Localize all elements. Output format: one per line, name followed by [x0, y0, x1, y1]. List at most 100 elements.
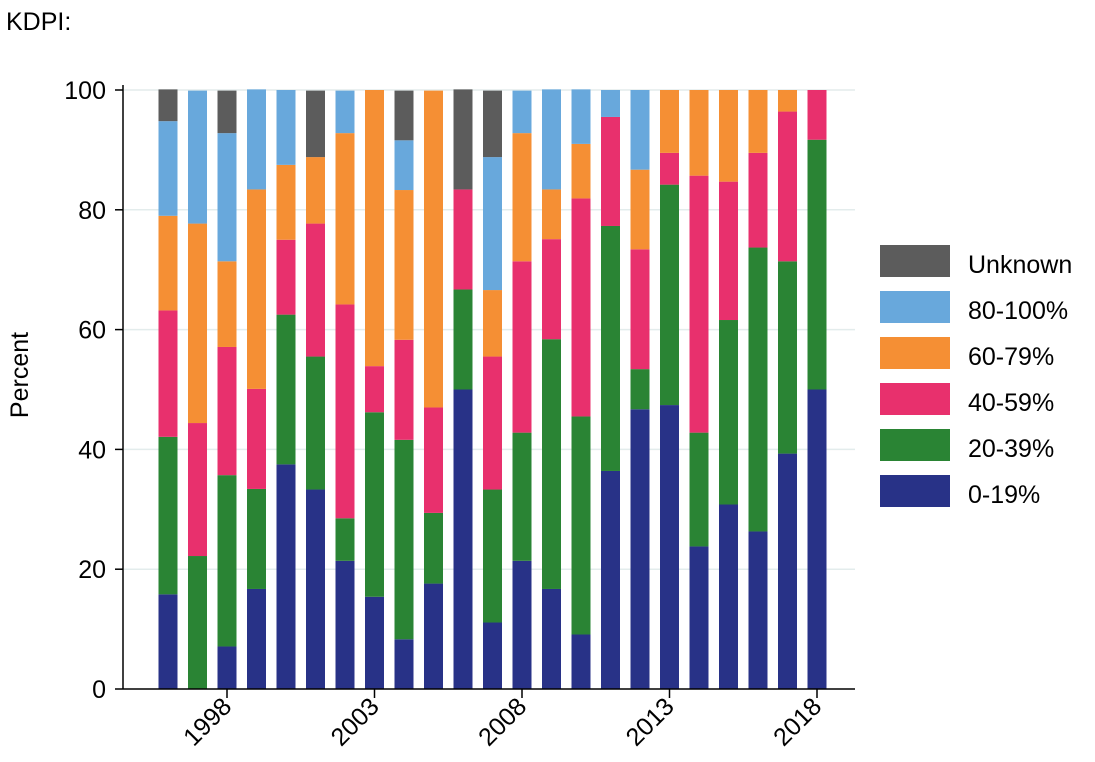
legend-label: 80-100% — [968, 297, 1068, 325]
bar-segment — [807, 90, 827, 140]
bar-segment — [542, 89, 561, 190]
bar-segment — [424, 583, 443, 689]
bar-segment — [217, 133, 237, 262]
legend-swatch — [880, 429, 950, 461]
bar-segment — [512, 133, 532, 262]
bar-segment — [158, 121, 178, 216]
legend-swatch — [880, 475, 950, 507]
bar-segment — [630, 169, 650, 250]
bar-segment — [217, 475, 237, 647]
bar-segment — [542, 588, 561, 689]
bar-segment — [217, 346, 237, 476]
bar-segment — [660, 152, 679, 185]
x-tick-label: 2013 — [621, 692, 680, 751]
bar-segment — [630, 369, 650, 410]
bar-segment — [601, 470, 620, 689]
bar-segment — [158, 436, 178, 595]
bar-segment — [247, 89, 266, 190]
bar-segment — [424, 407, 443, 513]
bar-segment — [276, 239, 296, 315]
bar-segment — [689, 432, 709, 547]
bar-segment — [748, 531, 768, 689]
bars — [158, 89, 827, 689]
bar-segment — [778, 90, 797, 112]
bar-segment — [365, 366, 384, 413]
bar-segment — [247, 488, 266, 589]
bar-segment — [483, 290, 502, 357]
y-tick-label: 80 — [78, 197, 106, 225]
bar-segment — [512, 90, 532, 134]
bar-segment — [394, 190, 414, 340]
bar-segment — [571, 89, 591, 144]
x-ticks: 1998 2003 2008 2013 2018 — [178, 689, 827, 752]
bar-segment — [483, 489, 502, 623]
y-tick-label: 100 — [64, 77, 106, 105]
legend-swatch — [880, 383, 950, 415]
bar-segment — [424, 512, 443, 584]
bar-segment — [630, 409, 650, 689]
bar-segment — [483, 90, 502, 158]
bar-segment — [748, 90, 768, 153]
bar-segment — [630, 249, 650, 370]
legend-label: 40-59% — [968, 389, 1054, 417]
bar-segment — [542, 239, 561, 340]
bar-segment — [689, 175, 709, 433]
y-ticks: 0 20 40 60 80 100 — [64, 77, 123, 704]
bar-segment — [188, 423, 207, 557]
bar-segment — [335, 518, 355, 561]
bar-segment — [306, 90, 325, 158]
bar-segment — [778, 261, 797, 454]
bar-segment — [719, 181, 738, 321]
bar-segment — [601, 116, 620, 226]
bar-segment — [453, 289, 473, 390]
bar-segment — [365, 90, 384, 367]
legend: Unknown 80-100% 60-79% 40-59% 20-39% 0-19% — [880, 245, 1072, 509]
bar-segment — [483, 157, 502, 291]
bar-segment — [571, 634, 591, 689]
bar-segment — [394, 339, 414, 440]
bar-segment — [394, 90, 414, 141]
bar-segment — [719, 320, 738, 505]
bar-segment — [424, 90, 443, 408]
bar-segment — [512, 560, 532, 689]
bar-segment — [571, 143, 591, 199]
bar-segment — [276, 464, 296, 689]
bar-segment — [394, 439, 414, 640]
bar-segment — [247, 189, 266, 389]
bar-segment — [542, 189, 561, 240]
bar-segment — [276, 90, 296, 165]
bar-segment — [483, 622, 502, 689]
legend-label: 0-19% — [968, 481, 1040, 509]
legend-swatch — [880, 245, 950, 277]
bar-segment — [630, 90, 650, 170]
legend-swatch — [880, 291, 950, 323]
bar-segment — [276, 164, 296, 240]
bar-segment — [512, 261, 532, 433]
bar-segment — [188, 223, 207, 424]
y-tick-label: 20 — [78, 556, 106, 584]
bar-segment — [365, 596, 384, 689]
bar-segment — [217, 646, 237, 689]
bar-segment — [217, 261, 237, 347]
bar-segment — [335, 560, 355, 689]
bar-segment — [394, 140, 414, 191]
bar-segment — [188, 90, 207, 224]
bar-segment — [807, 139, 827, 390]
bar-segment — [748, 247, 768, 532]
bar-segment — [689, 90, 709, 176]
bar-segment — [660, 184, 679, 406]
bar-segment — [453, 389, 473, 689]
bar-segment — [158, 89, 178, 122]
bar-segment — [335, 304, 355, 519]
bar-segment — [276, 314, 296, 465]
y-tick-label: 60 — [78, 317, 106, 345]
legend-swatch — [880, 337, 950, 369]
bar-segment — [778, 453, 797, 689]
bar-segment — [601, 225, 620, 471]
axes — [122, 85, 855, 690]
bar-segment — [217, 90, 237, 134]
bar-segment — [453, 89, 473, 190]
bar-segment — [571, 416, 591, 635]
legend-label: Unknown — [968, 251, 1072, 279]
bar-segment — [158, 215, 178, 311]
